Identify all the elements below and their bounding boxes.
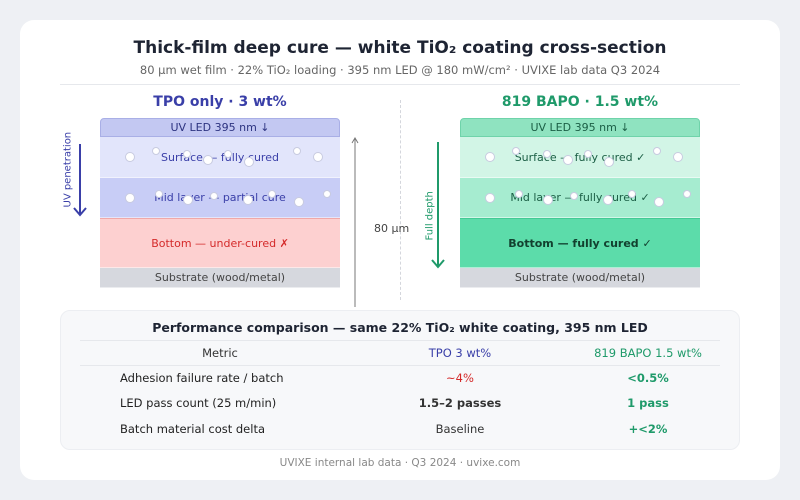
header-bapo: 819 BAPO 1.5 wt% — [594, 346, 702, 360]
tio2-particle-icon — [485, 193, 495, 203]
right-mid-layer: Mid layer — fully cured ✓ — [460, 178, 700, 218]
tio2-particle-icon — [183, 195, 193, 205]
tio2-particle-icon — [152, 147, 160, 155]
tio2-particle-icon — [268, 190, 276, 198]
tio2-particle-icon — [244, 157, 254, 167]
tio2-particle-icon — [683, 190, 691, 198]
tio2-particle-icon — [224, 150, 232, 158]
table-divider — [80, 365, 720, 366]
left-mid-layer: Mid layer — partial cure — [100, 178, 340, 218]
left-cross-section: UV LED 395 nm ↓ Surface — fully cured Mi… — [100, 118, 340, 288]
tio2-particle-icon — [673, 152, 683, 162]
tio2-particle-icon — [313, 152, 323, 162]
tio2-particle-icon — [323, 190, 331, 198]
full-depth-arrow-icon — [431, 142, 445, 269]
comparison-panel — [60, 310, 740, 450]
tio2-particle-icon — [183, 150, 191, 158]
metric-cell: LED pass count (25 m/min) — [120, 396, 277, 410]
right-title: 819 BAPO · 1.5 wt% — [501, 94, 659, 110]
header-tpo: TPO 3 wt% — [428, 346, 492, 360]
tpo-cell: Baseline — [435, 422, 485, 436]
tio2-particle-icon — [515, 190, 523, 198]
tio2-particle-icon — [570, 192, 578, 200]
center-divider — [400, 100, 401, 300]
tio2-particle-icon — [543, 150, 551, 158]
tio2-particle-icon — [125, 152, 135, 162]
right-cross-section: UV LED 395 nm ↓ Surface — fully cured ✓ … — [460, 118, 700, 288]
tpo-cell: ~4% — [446, 371, 474, 385]
tio2-particle-icon — [485, 152, 495, 162]
metric-cell: Adhesion failure rate / batch — [120, 371, 284, 385]
tio2-particle-icon — [584, 150, 592, 158]
tio2-particle-icon — [294, 197, 304, 207]
header-metric: Metric — [202, 346, 238, 360]
tio2-particle-icon — [604, 157, 614, 167]
right-surface-layer: Surface — fully cured ✓ — [460, 137, 700, 178]
table-row: LED pass count (25 m/min) 1.5–2 passes 1… — [80, 391, 720, 415]
bapo-cell: +<2% — [628, 422, 668, 436]
divider — [60, 84, 740, 85]
left-bottom-layer: Bottom — under-cured ✗ — [100, 218, 340, 268]
tio2-particle-icon — [563, 155, 573, 165]
tio2-particle-icon — [603, 195, 613, 205]
tio2-particle-icon — [628, 190, 636, 198]
page-subtitle: 80 µm wet film · 22% TiO₂ loading · 395 … — [139, 63, 661, 77]
left-led-layer: UV LED 395 nm ↓ — [100, 118, 340, 137]
bapo-cell: 1 pass — [627, 396, 669, 410]
thickness-arrow-icon — [351, 137, 359, 307]
tio2-particle-icon — [653, 147, 661, 155]
footer: UVIXE internal lab data · Q3 2024 · uvix… — [279, 457, 521, 469]
table-title: Performance comparison — same 22% TiO₂ w… — [152, 320, 648, 335]
tio2-particle-icon — [125, 193, 135, 203]
thickness-label: 80 µm — [374, 222, 410, 235]
table-row: Adhesion failure rate / batch ~4% <0.5% — [80, 366, 720, 390]
tio2-particle-icon — [203, 155, 213, 165]
tpo-cell: 1.5–2 passes — [418, 396, 502, 410]
tio2-particle-icon — [243, 195, 253, 205]
left-title: TPO only · 3 wt% — [153, 94, 287, 110]
uv-penetration-arrow-icon — [73, 144, 87, 217]
page-title: Thick-film deep cure — white TiO₂ coatin… — [133, 38, 667, 58]
metric-cell: Batch material cost delta — [120, 422, 266, 436]
table-header: Metric TPO 3 wt% 819 BAPO 1.5 wt% — [80, 341, 720, 365]
left-surface-layer: Surface — fully cured — [100, 137, 340, 178]
full-depth-label: Full depth — [424, 191, 436, 241]
right-substrate-layer: Substrate (wood/metal) — [460, 268, 700, 288]
right-bottom-layer: Bottom — fully cured ✓ — [460, 218, 700, 268]
right-led-layer: UV LED 395 nm ↓ — [460, 118, 700, 137]
tio2-particle-icon — [543, 195, 553, 205]
tio2-particle-icon — [210, 192, 218, 200]
tio2-particle-icon — [654, 197, 664, 207]
tio2-particle-icon — [155, 190, 163, 198]
left-substrate-layer: Substrate (wood/metal) — [100, 268, 340, 288]
table-divider — [80, 340, 720, 341]
uv-penetration-label: UV penetration — [62, 131, 74, 208]
table-row: Batch material cost delta Baseline +<2% — [80, 417, 720, 441]
tio2-particle-icon — [293, 147, 301, 155]
tio2-particle-icon — [512, 147, 520, 155]
bapo-cell: <0.5% — [627, 371, 669, 385]
